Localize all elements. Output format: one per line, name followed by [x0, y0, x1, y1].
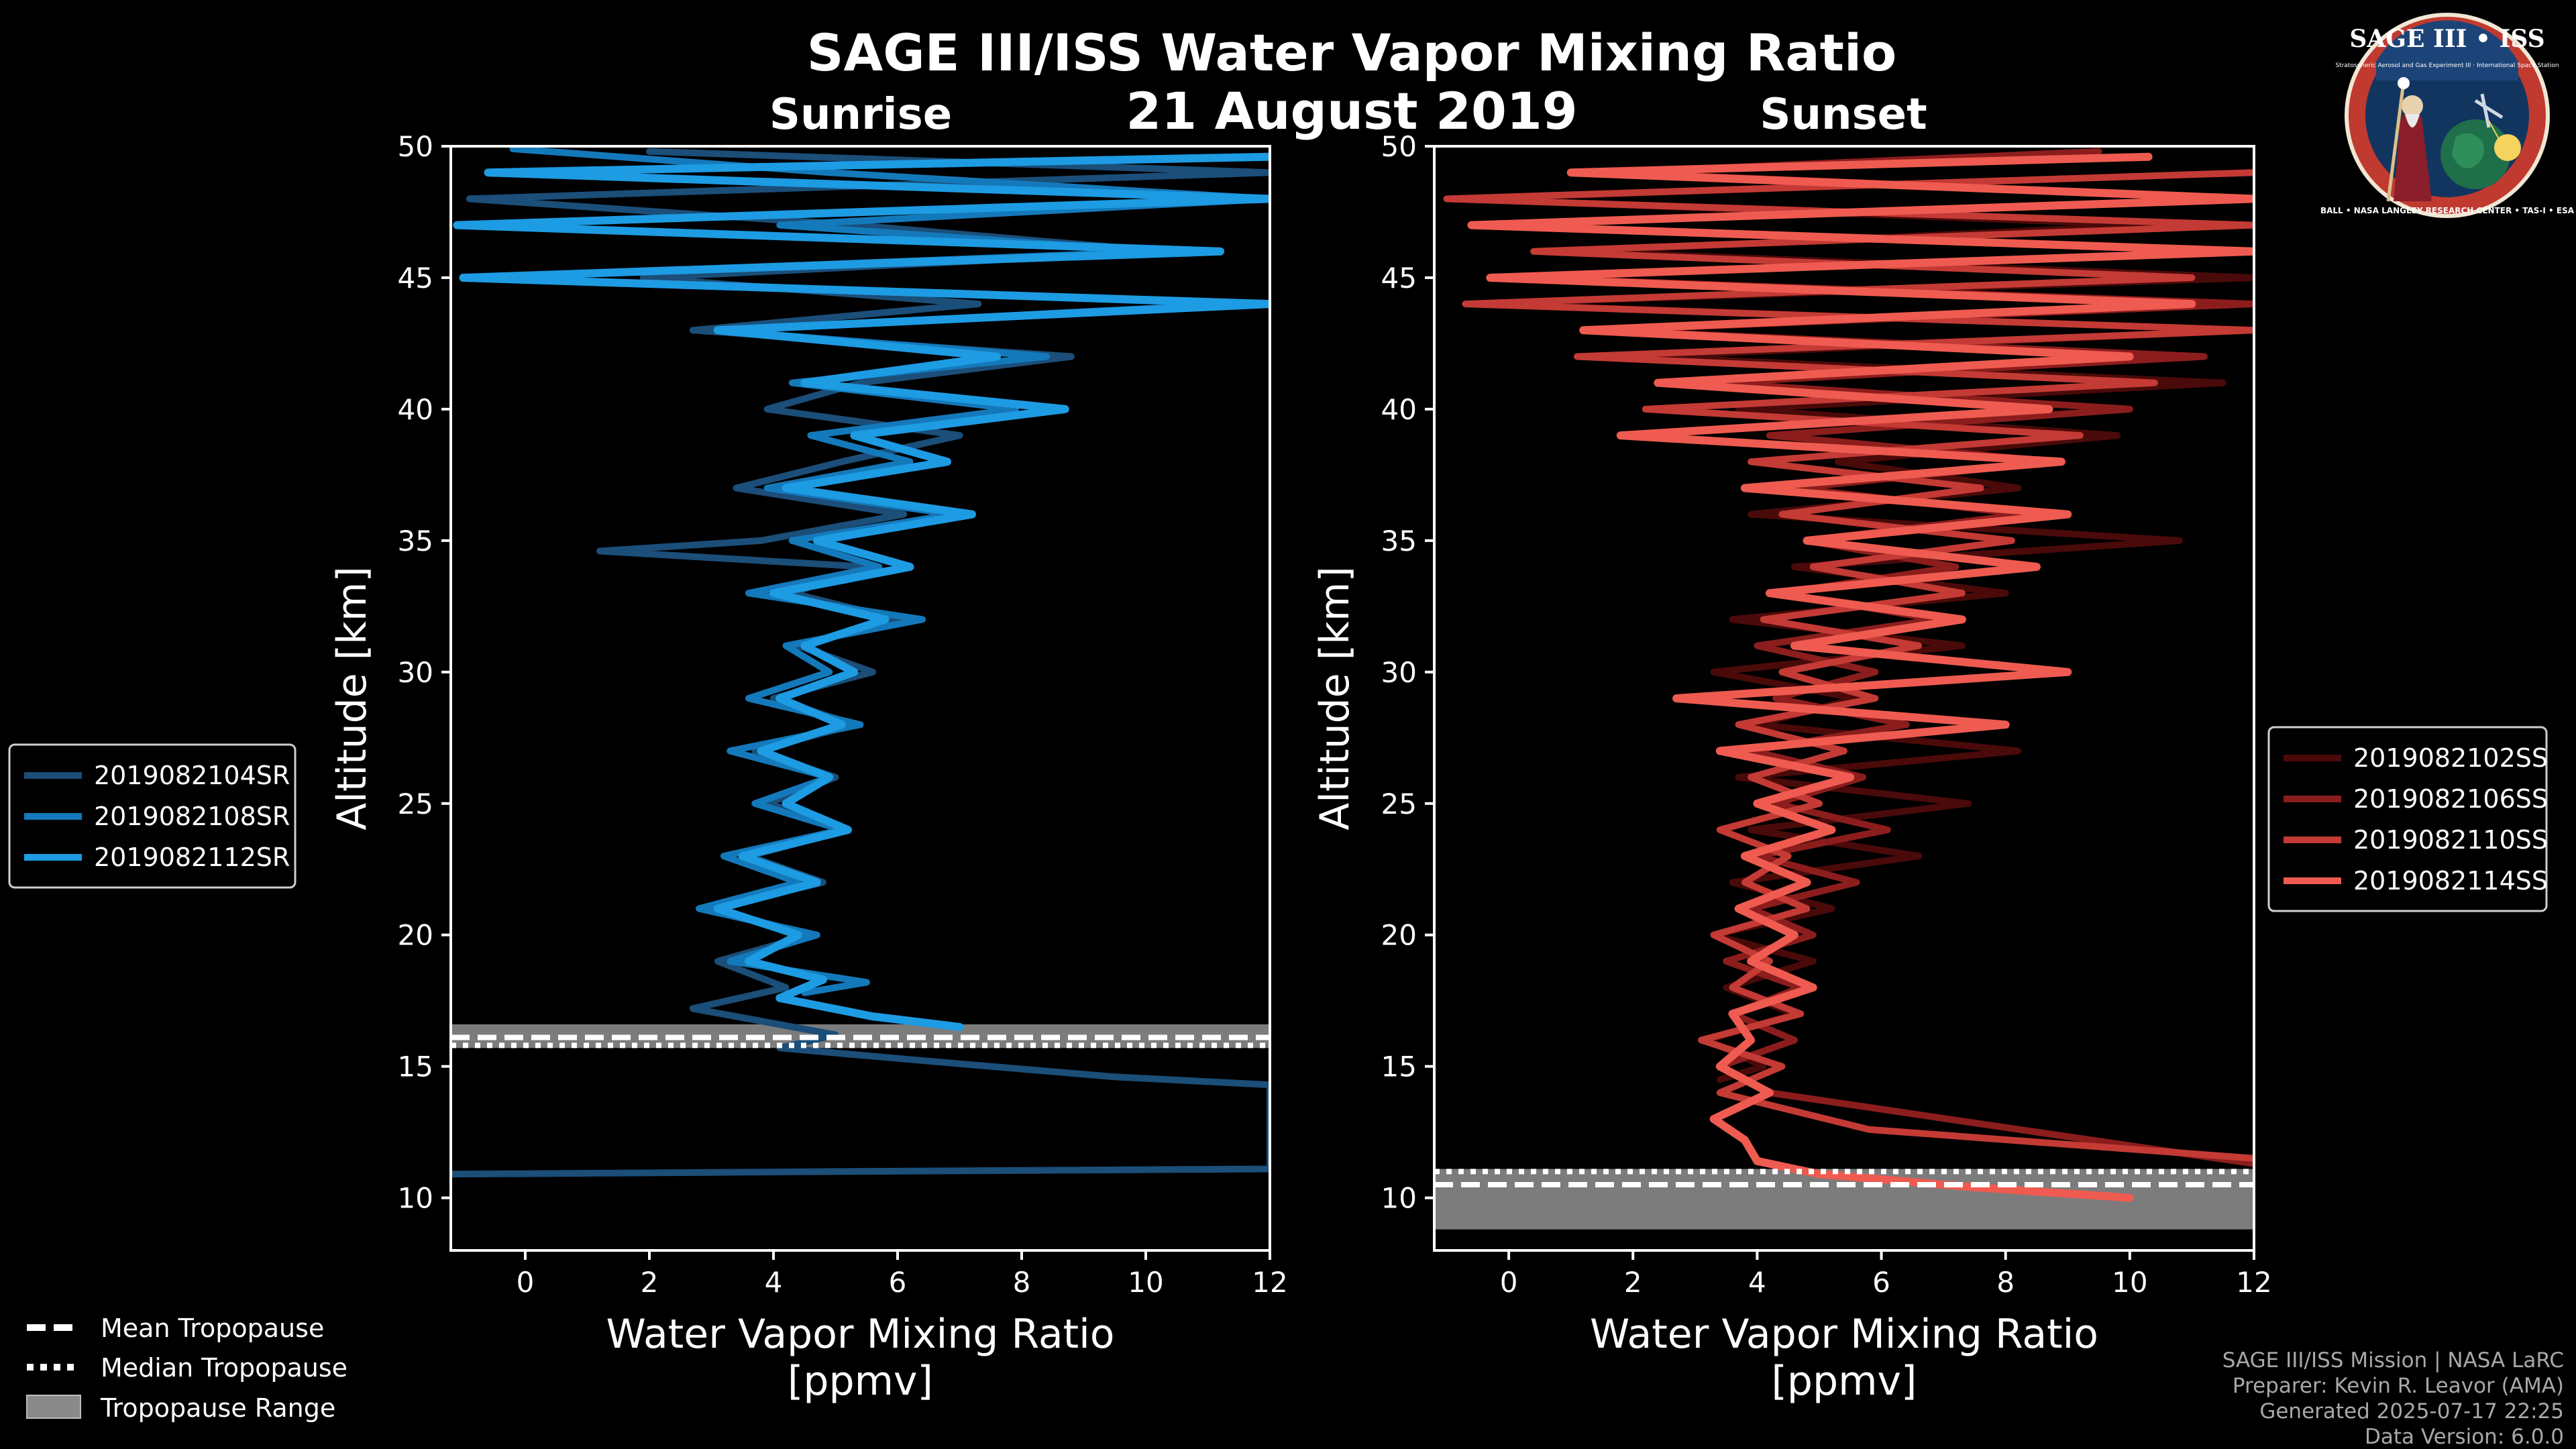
y-tick-label: 40	[398, 393, 433, 426]
footer-line-preparer: Preparer: Kevin R. Leavor (AMA)	[2233, 1374, 2564, 1398]
y-tick-label: 45	[398, 262, 433, 294]
x-tick-label: 2	[1624, 1266, 1642, 1299]
y-tick-label: 50	[1381, 130, 1417, 163]
legend-entry-2019082114SS: 2019082114SS	[2353, 866, 2548, 896]
series-line-2019082112SR	[453, 152, 1270, 1031]
y-tick-label: 10	[1381, 1182, 1417, 1215]
x-tick-label: 6	[889, 1266, 907, 1299]
y-tick-label: 15	[398, 1051, 433, 1083]
x-tick-label: 4	[765, 1266, 783, 1299]
y-tick-label: 45	[1381, 262, 1417, 294]
logo-station	[2474, 93, 2504, 128]
logo-ring-text: BALL • NASA LANGLEY RESEARCH CENTER • TA…	[2320, 206, 2575, 215]
logo-title: SAGE III • ISS	[2349, 25, 2544, 53]
sunrise-legend: 2019082104SR 2019082108SR 2019082112SR	[8, 743, 297, 889]
sunrise-ticks: 10 15 20 25 30 35 40 45 50 0 2 4 6 8 10 12	[398, 130, 1288, 1299]
legend-entry-2019082106SS: 2019082106SS	[2353, 784, 2548, 814]
series-line-2019082104SR	[451, 148, 1270, 1178]
chart-title: SAGE III/ISS Water Vapor Mixing Ratio	[807, 23, 1897, 83]
sunrise-plot-area	[451, 146, 1270, 1178]
y-tick-label: 30	[398, 656, 433, 689]
y-tick-label: 20	[1381, 919, 1417, 952]
y-tick-label: 20	[398, 919, 433, 952]
sunset-legend: 2019082102SS 2019082106SS 2019082110SS 2019…	[2267, 726, 2548, 912]
sunrise-y-axis-label: Altitude [km]	[329, 566, 376, 830]
x-tick-label: 12	[2236, 1266, 2271, 1299]
logo-staff	[2386, 87, 2405, 202]
sunrise-axes-frame	[449, 145, 1271, 1252]
y-tick-label: 40	[1381, 393, 1417, 426]
sunset-y-axis-label: Altitude [km]	[1311, 566, 1358, 830]
footer-line-generated: Generated 2025-07-17 22:25	[2259, 1399, 2564, 1424]
footer-line-mission: SAGE III/ISS Mission | NASA LaRC	[2222, 1348, 2564, 1373]
y-tick-label: 35	[1381, 525, 1417, 557]
series-line-2019082114SS	[1467, 152, 2254, 1202]
sunset-plot-area	[1434, 148, 2254, 1230]
x-tick-label: 12	[1252, 1266, 1287, 1299]
legend-entry-2019082112SR: 2019082112SR	[94, 843, 290, 872]
sunset-x-axis-label: Water Vapor Mixing Ratio [ppmv]	[1590, 1311, 2098, 1405]
mission-logo: SAGE III • ISS Stratospheric Aerosol and…	[2320, 13, 2575, 218]
tropopause-range-swatch	[26, 1395, 81, 1419]
logo-figure	[2394, 109, 2432, 201]
footer: SAGE III/ISS Mission | NASA LaRC Prepare…	[2222, 1348, 2564, 1449]
x-tick-label: 0	[1500, 1266, 1518, 1299]
legend-box	[8, 743, 297, 889]
mean-tropopause-label: Mean Tropopause	[101, 1313, 324, 1343]
chart-date: 21 August 2019	[1126, 81, 1577, 141]
sunrise-x-axis-label: Water Vapor Mixing Ratio [ppmv]	[606, 1311, 1115, 1405]
y-tick-label: 30	[1381, 656, 1417, 689]
y-tick-label: 25	[1381, 788, 1417, 820]
y-tick-label: 50	[398, 130, 433, 163]
legend-entry-2019082108SR: 2019082108SR	[94, 802, 290, 831]
x-tick-label: 10	[2112, 1266, 2147, 1299]
y-tick-label: 35	[398, 525, 433, 557]
y-tick-label: 15	[1381, 1051, 1417, 1083]
sunset-panel: Sunset 10 15 20 25 30 35 40 45 50 0 2 4 6 8 10 12 Altit…	[1311, 90, 2272, 1405]
legend-entry-2019082104SR: 2019082104SR	[94, 761, 290, 790]
x-tick-label: 10	[1128, 1266, 1163, 1299]
x-tick-label: 2	[641, 1266, 659, 1299]
tropopause-legend: Mean Tropopause Median Tropopause Tropop…	[26, 1313, 347, 1423]
sunset-axes-frame	[1433, 145, 2255, 1252]
sunset-panel-title: Sunset	[1760, 90, 1927, 140]
sunrise-panel-title: Sunrise	[769, 90, 952, 140]
x-tick-label: 8	[1996, 1266, 2015, 1299]
footer-line-version: Data Version: 6.0.0	[2365, 1425, 2564, 1449]
median-tropopause-label: Median Tropopause	[101, 1353, 347, 1383]
x-tick-label: 0	[517, 1266, 535, 1299]
legend-entry-2019082110SS: 2019082110SS	[2353, 825, 2548, 855]
series-line-2019082110SS	[1443, 169, 2254, 1162]
y-tick-label: 25	[398, 788, 433, 820]
x-tick-label: 6	[1872, 1266, 1890, 1299]
sunrise-panel: Sunrise 10 15 20 25 30 35 40 45 50 0 2 4 6 8 10 12 Alti…	[329, 90, 1288, 1405]
legend-entry-2019082102SS: 2019082102SS	[2353, 743, 2548, 773]
tropopause-range-label: Tropopause Range	[100, 1393, 335, 1423]
sunset-ticks: 10 15 20 25 30 35 40 45 50 0 2 4 6 8 10 12	[1381, 130, 2272, 1299]
x-tick-label: 4	[1748, 1266, 1766, 1299]
legend-box	[2267, 726, 2548, 912]
logo-sun	[2494, 134, 2521, 161]
y-tick-label: 10	[398, 1182, 433, 1215]
x-tick-label: 8	[1013, 1266, 1031, 1299]
logo-subtitle: Stratospheric Aerosol and Gas Experiment…	[2335, 62, 2559, 69]
